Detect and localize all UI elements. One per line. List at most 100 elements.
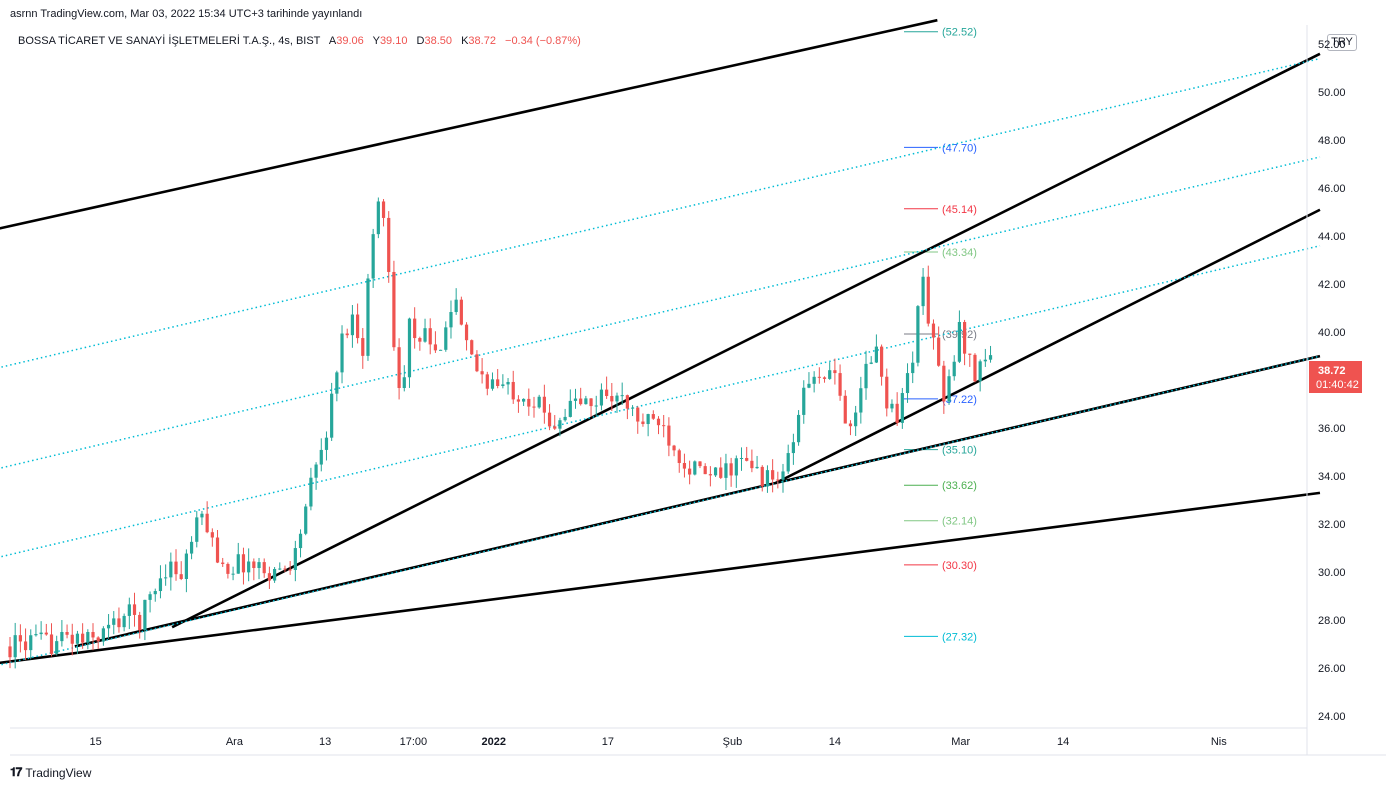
candle-body xyxy=(776,479,780,481)
candle-body xyxy=(625,395,629,409)
candle-body xyxy=(786,453,790,472)
candle-body xyxy=(475,354,479,372)
y-tick-label: 48.00 xyxy=(1318,135,1346,147)
steep-trend-line[interactable] xyxy=(171,52,1321,629)
candle-body xyxy=(278,568,282,570)
candle-body xyxy=(703,466,707,475)
fib-level-label: (32.14) xyxy=(942,516,977,528)
candle-body xyxy=(241,554,246,573)
dotted-channel-1[interactable] xyxy=(0,57,1321,369)
low-value: 38.50 xyxy=(424,35,453,47)
dotted-channel-4[interactable] xyxy=(0,355,1321,666)
fib-level-label: (27.32) xyxy=(942,631,977,643)
candle-body xyxy=(283,568,287,570)
footer-brand-text: TradingView xyxy=(25,765,92,780)
candle-body xyxy=(444,327,448,350)
candle-body xyxy=(584,398,588,405)
close-label: K xyxy=(461,35,469,47)
candle-body xyxy=(646,414,650,425)
candle-body xyxy=(55,641,59,654)
candle-body xyxy=(252,561,256,569)
candle-body xyxy=(693,461,697,475)
candle-body xyxy=(138,614,142,631)
candle-body xyxy=(947,376,951,402)
candle-body xyxy=(895,403,899,423)
candle-body xyxy=(117,618,121,628)
high-value: 39.10 xyxy=(379,35,408,47)
symbol-name[interactable]: BOSSA TİCARET VE SANAYİ İŞLETMELERİ T.A.… xyxy=(18,35,321,47)
candle-body xyxy=(319,449,323,465)
candle-body xyxy=(553,426,557,429)
candle-body xyxy=(132,604,137,615)
candle-body xyxy=(911,362,915,374)
dotted-channel-2[interactable] xyxy=(0,156,1321,469)
candle-body xyxy=(350,314,355,336)
candle-body xyxy=(304,506,308,534)
candle-body xyxy=(231,573,235,575)
x-tick-label: 2022 xyxy=(482,736,506,748)
candle-body xyxy=(485,374,489,389)
candle-body xyxy=(49,634,54,654)
candle-body xyxy=(215,537,220,563)
candle-body xyxy=(651,414,655,419)
y-tick-label: 40.00 xyxy=(1318,327,1346,339)
candle-body xyxy=(739,457,744,459)
candle-body xyxy=(573,398,578,401)
currency-button[interactable]: TRY xyxy=(1327,34,1357,51)
upper-channel-line[interactable] xyxy=(0,18,938,230)
candle-body xyxy=(817,376,821,378)
candle-body xyxy=(195,517,199,542)
candle-body xyxy=(688,468,692,475)
candle-body xyxy=(29,635,33,651)
candle-body xyxy=(366,278,370,356)
candle-body xyxy=(164,577,168,579)
fib-level-label: (52.52) xyxy=(942,27,977,39)
base-trend-line[interactable] xyxy=(0,491,1321,665)
candle-body xyxy=(169,561,173,578)
candle-body xyxy=(127,604,131,616)
x-tick-label: Nis xyxy=(1211,736,1227,748)
candle-body xyxy=(869,362,873,364)
symbol-legend: BOSSA TİCARET VE SANAYİ İŞLETMELERİ T.A.… xyxy=(18,35,587,47)
x-tick-label: 17:00 xyxy=(400,736,428,748)
candle-body xyxy=(729,463,733,476)
candle-body xyxy=(18,635,22,642)
candle-body xyxy=(13,635,17,658)
candle-body xyxy=(101,628,105,642)
price-badge xyxy=(1309,361,1362,393)
dotted-channel-3[interactable] xyxy=(0,245,1321,558)
candle-body xyxy=(968,353,972,355)
fib-level-label: (33.62) xyxy=(942,480,977,492)
candle-body xyxy=(547,412,552,427)
x-tick-label: 14 xyxy=(829,736,841,748)
candle-body xyxy=(734,458,738,476)
candle-body xyxy=(605,389,609,397)
candle-body xyxy=(833,370,837,374)
candle-body xyxy=(812,376,816,384)
x-tick-label: Şub xyxy=(723,736,743,748)
candle-body xyxy=(630,407,635,409)
x-tick-label: 17 xyxy=(602,736,614,748)
candle-body xyxy=(978,361,982,382)
candle-body xyxy=(900,393,904,423)
candle-body xyxy=(620,395,624,397)
candle-body xyxy=(112,618,116,625)
candle-body xyxy=(937,337,941,366)
mid-trend-line[interactable] xyxy=(774,208,1321,485)
candle-body xyxy=(848,423,853,427)
fib-level-label: (35.10) xyxy=(942,445,977,457)
candle-body xyxy=(537,396,541,408)
x-tick-label: 15 xyxy=(89,736,101,748)
candle-body xyxy=(330,393,334,438)
candle-body xyxy=(506,381,510,385)
candle-body xyxy=(641,421,645,425)
candle-body xyxy=(859,388,863,413)
candle-body xyxy=(449,312,453,328)
candle-body xyxy=(838,373,842,396)
candle-body xyxy=(724,463,728,478)
lower-trend-line[interactable] xyxy=(74,354,1321,648)
candle-body xyxy=(174,561,178,575)
candle-body xyxy=(459,299,463,325)
y-tick-label: 30.00 xyxy=(1318,567,1346,579)
